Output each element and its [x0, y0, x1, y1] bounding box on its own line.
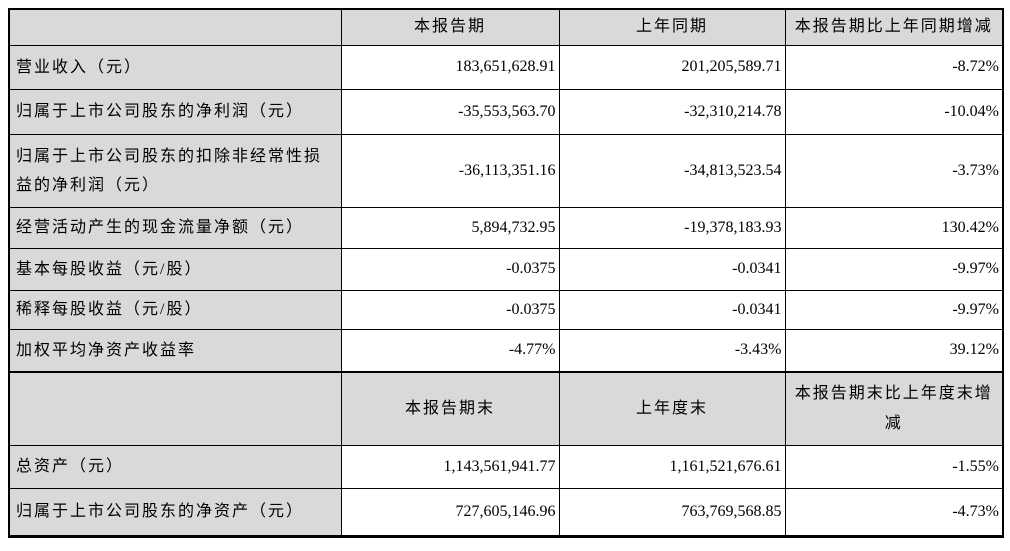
current-period-value: 1,143,561,941.77 — [340, 444, 560, 489]
prior-period-value: -0.0341 — [558, 289, 786, 330]
current-period-header: 本报告期 — [340, 8, 560, 46]
row-label: 总资产（元） — [8, 444, 342, 489]
current-period-value: 727,605,146.96 — [340, 487, 560, 537]
empty-header-cell — [8, 371, 342, 446]
row-label: 稀释每股收益（元/股） — [8, 289, 342, 330]
financial-summary-table: 本报告期 上年同期 本报告期比上年同期增减 营业收入（元） 183,651,62… — [8, 8, 1004, 538]
change-value: -9.97% — [784, 247, 1004, 291]
prior-period-value: 1,161,521,676.61 — [558, 444, 786, 489]
row-label: 加权平均净资产收益率 — [8, 328, 342, 373]
prior-period-header: 上年同期 — [558, 8, 786, 46]
table-row-revenue: 营业收入（元） 183,651,628.91 201,205,589.71 -8… — [8, 44, 1004, 90]
row-label: 基本每股收益（元/股） — [8, 247, 342, 291]
change-value: -10.04% — [784, 88, 1004, 135]
table-row-basic-eps: 基本每股收益（元/股） -0.0375 -0.0341 -9.97% — [8, 247, 1004, 291]
prior-period-value: 201,205,589.71 — [558, 44, 786, 90]
change-value: -3.73% — [784, 133, 1004, 208]
change-header: 本报告期末比上年度末增减 — [784, 371, 1004, 446]
current-period-end-header: 本报告期末 — [340, 371, 560, 446]
current-period-value: -0.0375 — [340, 247, 560, 291]
empty-header-cell — [8, 8, 342, 46]
row-label: 归属于上市公司股东的净资产（元） — [8, 487, 342, 537]
row-label: 经营活动产生的现金流量净额（元） — [8, 206, 342, 249]
change-value: -8.72% — [784, 44, 1004, 90]
table-row-net-profit: 归属于上市公司股东的净利润（元） -35,553,563.70 -32,310,… — [8, 88, 1004, 135]
change-value: -1.55% — [784, 444, 1004, 489]
change-value: -9.97% — [784, 289, 1004, 330]
current-period-value: 183,651,628.91 — [340, 44, 560, 90]
table-row-weighted-avg-roe: 加权平均净资产收益率 -4.77% -3.43% 39.12% — [8, 328, 1004, 373]
table-row-operating-cash-flow: 经营活动产生的现金流量净额（元） 5,894,732.95 -19,378,18… — [8, 206, 1004, 249]
row-label: 营业收入（元） — [8, 44, 342, 90]
current-period-value: -35,553,563.70 — [340, 88, 560, 135]
current-period-value: -0.0375 — [340, 289, 560, 330]
prior-period-value: -34,813,523.54 — [558, 133, 786, 208]
table-row-diluted-eps: 稀释每股收益（元/股） -0.0375 -0.0341 -9.97% — [8, 289, 1004, 330]
current-period-value: -4.77% — [340, 328, 560, 373]
table-row-total-assets: 总资产（元） 1,143,561,941.77 1,161,521,676.61… — [8, 444, 1004, 489]
prior-year-end-header: 上年度末 — [558, 371, 786, 446]
current-period-value: -36,113,351.16 — [340, 133, 560, 208]
row-label: 归属于上市公司股东的净利润（元） — [8, 88, 342, 135]
change-value: 130.42% — [784, 206, 1004, 249]
current-period-value: 5,894,732.95 — [340, 206, 560, 249]
prior-period-value: -32,310,214.78 — [558, 88, 786, 135]
change-value: 39.12% — [784, 328, 1004, 373]
section2-header-row: 本报告期末 上年度末 本报告期末比上年度末增减 — [8, 371, 1004, 446]
table-row-net-profit-excl-nonrecurring: 归属于上市公司股东的扣除非经常性损益的净利润（元） -36,113,351.16… — [8, 133, 1004, 208]
table-row-net-assets: 归属于上市公司股东的净资产（元） 727,605,146.96 763,769,… — [8, 487, 1004, 537]
change-value: -4.73% — [784, 487, 1004, 537]
change-header: 本报告期比上年同期增减 — [784, 8, 1004, 46]
prior-period-value: 763,769,568.85 — [558, 487, 786, 537]
section1-header-row: 本报告期 上年同期 本报告期比上年同期增减 — [8, 8, 1004, 46]
row-label: 归属于上市公司股东的扣除非经常性损益的净利润（元） — [8, 133, 342, 208]
prior-period-value: -0.0341 — [558, 247, 786, 291]
prior-period-value: -19,378,183.93 — [558, 206, 786, 249]
prior-period-value: -3.43% — [558, 328, 786, 373]
